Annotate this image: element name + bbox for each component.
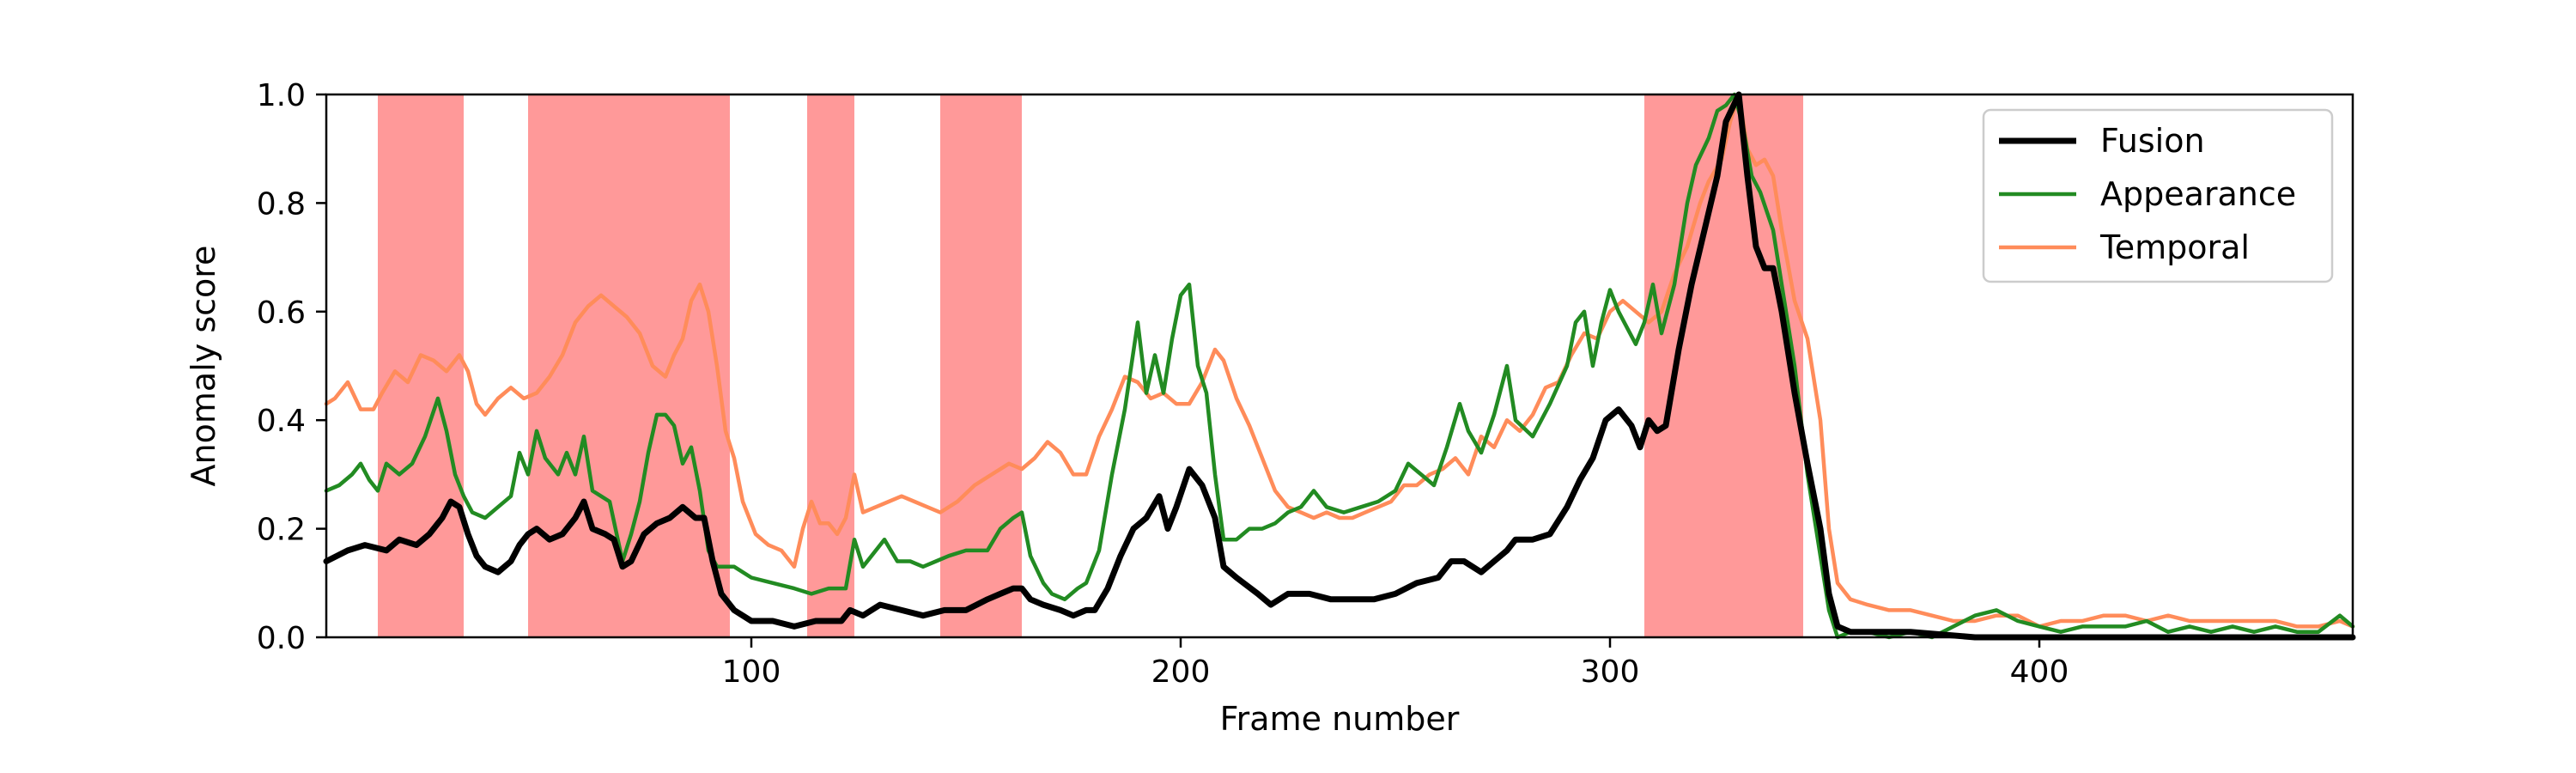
plot-frame — [325, 93, 2354, 639]
x-tick-label-200: 200 — [1151, 654, 1211, 690]
anomaly-region-3 — [807, 94, 854, 637]
y-axis-title: Anomaly score — [185, 246, 222, 487]
y-tick-label-0.4: 0.4 — [257, 404, 306, 439]
y-tick-label-1.0: 1.0 — [257, 78, 306, 113]
x-tick-label-100: 100 — [722, 654, 781, 690]
y-tick-label-0.2: 0.2 — [257, 513, 306, 548]
x-tick-label-300: 300 — [1581, 654, 1640, 690]
anomaly-region-2 — [528, 94, 730, 637]
x-axis-title: Frame number — [1220, 700, 1460, 738]
anomaly-region-5 — [1644, 94, 1803, 637]
legend-label-fusion: Fusion — [2100, 122, 2205, 160]
series-line-temporal — [324, 92, 2355, 629]
anomaly-regions — [378, 94, 1803, 637]
legend-label-temporal: Temporal — [2099, 228, 2250, 266]
axis-ticks — [316, 93, 2041, 648]
legend: Fusion Appearance Temporal — [1982, 108, 2334, 283]
x-tick-label-400: 400 — [2010, 654, 2069, 690]
y-tick-label-0.6: 0.6 — [257, 295, 306, 331]
anomaly-region-4 — [940, 94, 1022, 637]
series-line-fusion — [323, 91, 2356, 641]
axis-tick-labels: 100 200 300 400 0.0 0.2 0.4 0.6 0.8 1.0 — [257, 78, 2069, 690]
legend-label-appearance: Appearance — [2100, 175, 2296, 213]
y-tick-label-0.8: 0.8 — [257, 186, 306, 222]
y-tick-label-0.0: 0.0 — [257, 621, 306, 656]
legend-box — [1982, 108, 2334, 283]
series-lines — [323, 91, 2356, 641]
